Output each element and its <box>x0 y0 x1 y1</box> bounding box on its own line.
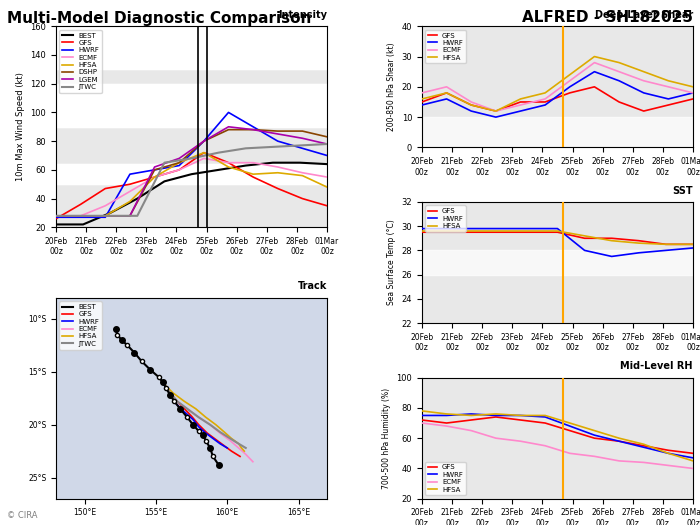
Text: ALFRED - SH182025: ALFRED - SH182025 <box>522 10 693 26</box>
Text: Deep-Layer Shear: Deep-Layer Shear <box>595 10 693 20</box>
Y-axis label: 200-850 hPa Shear (kt): 200-850 hPa Shear (kt) <box>387 43 396 131</box>
Y-axis label: 700-500 hPa Humidity (%): 700-500 hPa Humidity (%) <box>382 387 391 489</box>
Text: SST: SST <box>673 186 693 196</box>
Bar <box>56 164 327 184</box>
Text: Intensity: Intensity <box>278 10 327 20</box>
Bar <box>422 250 693 275</box>
Legend: GFS, HWRF, ECMF, HFSA: GFS, HWRF, ECMF, HFSA <box>426 461 466 495</box>
Text: © CIRA: © CIRA <box>7 511 38 520</box>
Bar <box>56 26 327 69</box>
Legend: BEST, GFS, HWRF, ECMF, HFSA, DSHP, LGEM, JTWC: BEST, GFS, HWRF, ECMF, HFSA, DSHP, LGEM,… <box>60 30 102 93</box>
Y-axis label: Sea Surface Temp (°C): Sea Surface Temp (°C) <box>387 219 396 306</box>
Legend: GFS, HWRF, ECMF, HFSA: GFS, HWRF, ECMF, HFSA <box>426 30 466 64</box>
Bar <box>56 83 327 127</box>
Bar <box>56 26 327 69</box>
Text: Track: Track <box>298 281 327 291</box>
Bar <box>56 164 327 184</box>
Legend: BEST, GFS, HWRF, ECMF, HFSA, JTWC: BEST, GFS, HWRF, ECMF, HFSA, JTWC <box>60 301 102 350</box>
Text: Mid-Level RH: Mid-Level RH <box>620 361 693 371</box>
Legend: GFS, HWRF, HFSA: GFS, HWRF, HFSA <box>426 205 466 232</box>
Bar <box>56 83 327 127</box>
Text: Multi-Model Diagnostic Comparison: Multi-Model Diagnostic Comparison <box>7 10 312 26</box>
Y-axis label: 10m Max Wind Speed (kt): 10m Max Wind Speed (kt) <box>16 72 25 181</box>
Bar <box>422 117 693 148</box>
